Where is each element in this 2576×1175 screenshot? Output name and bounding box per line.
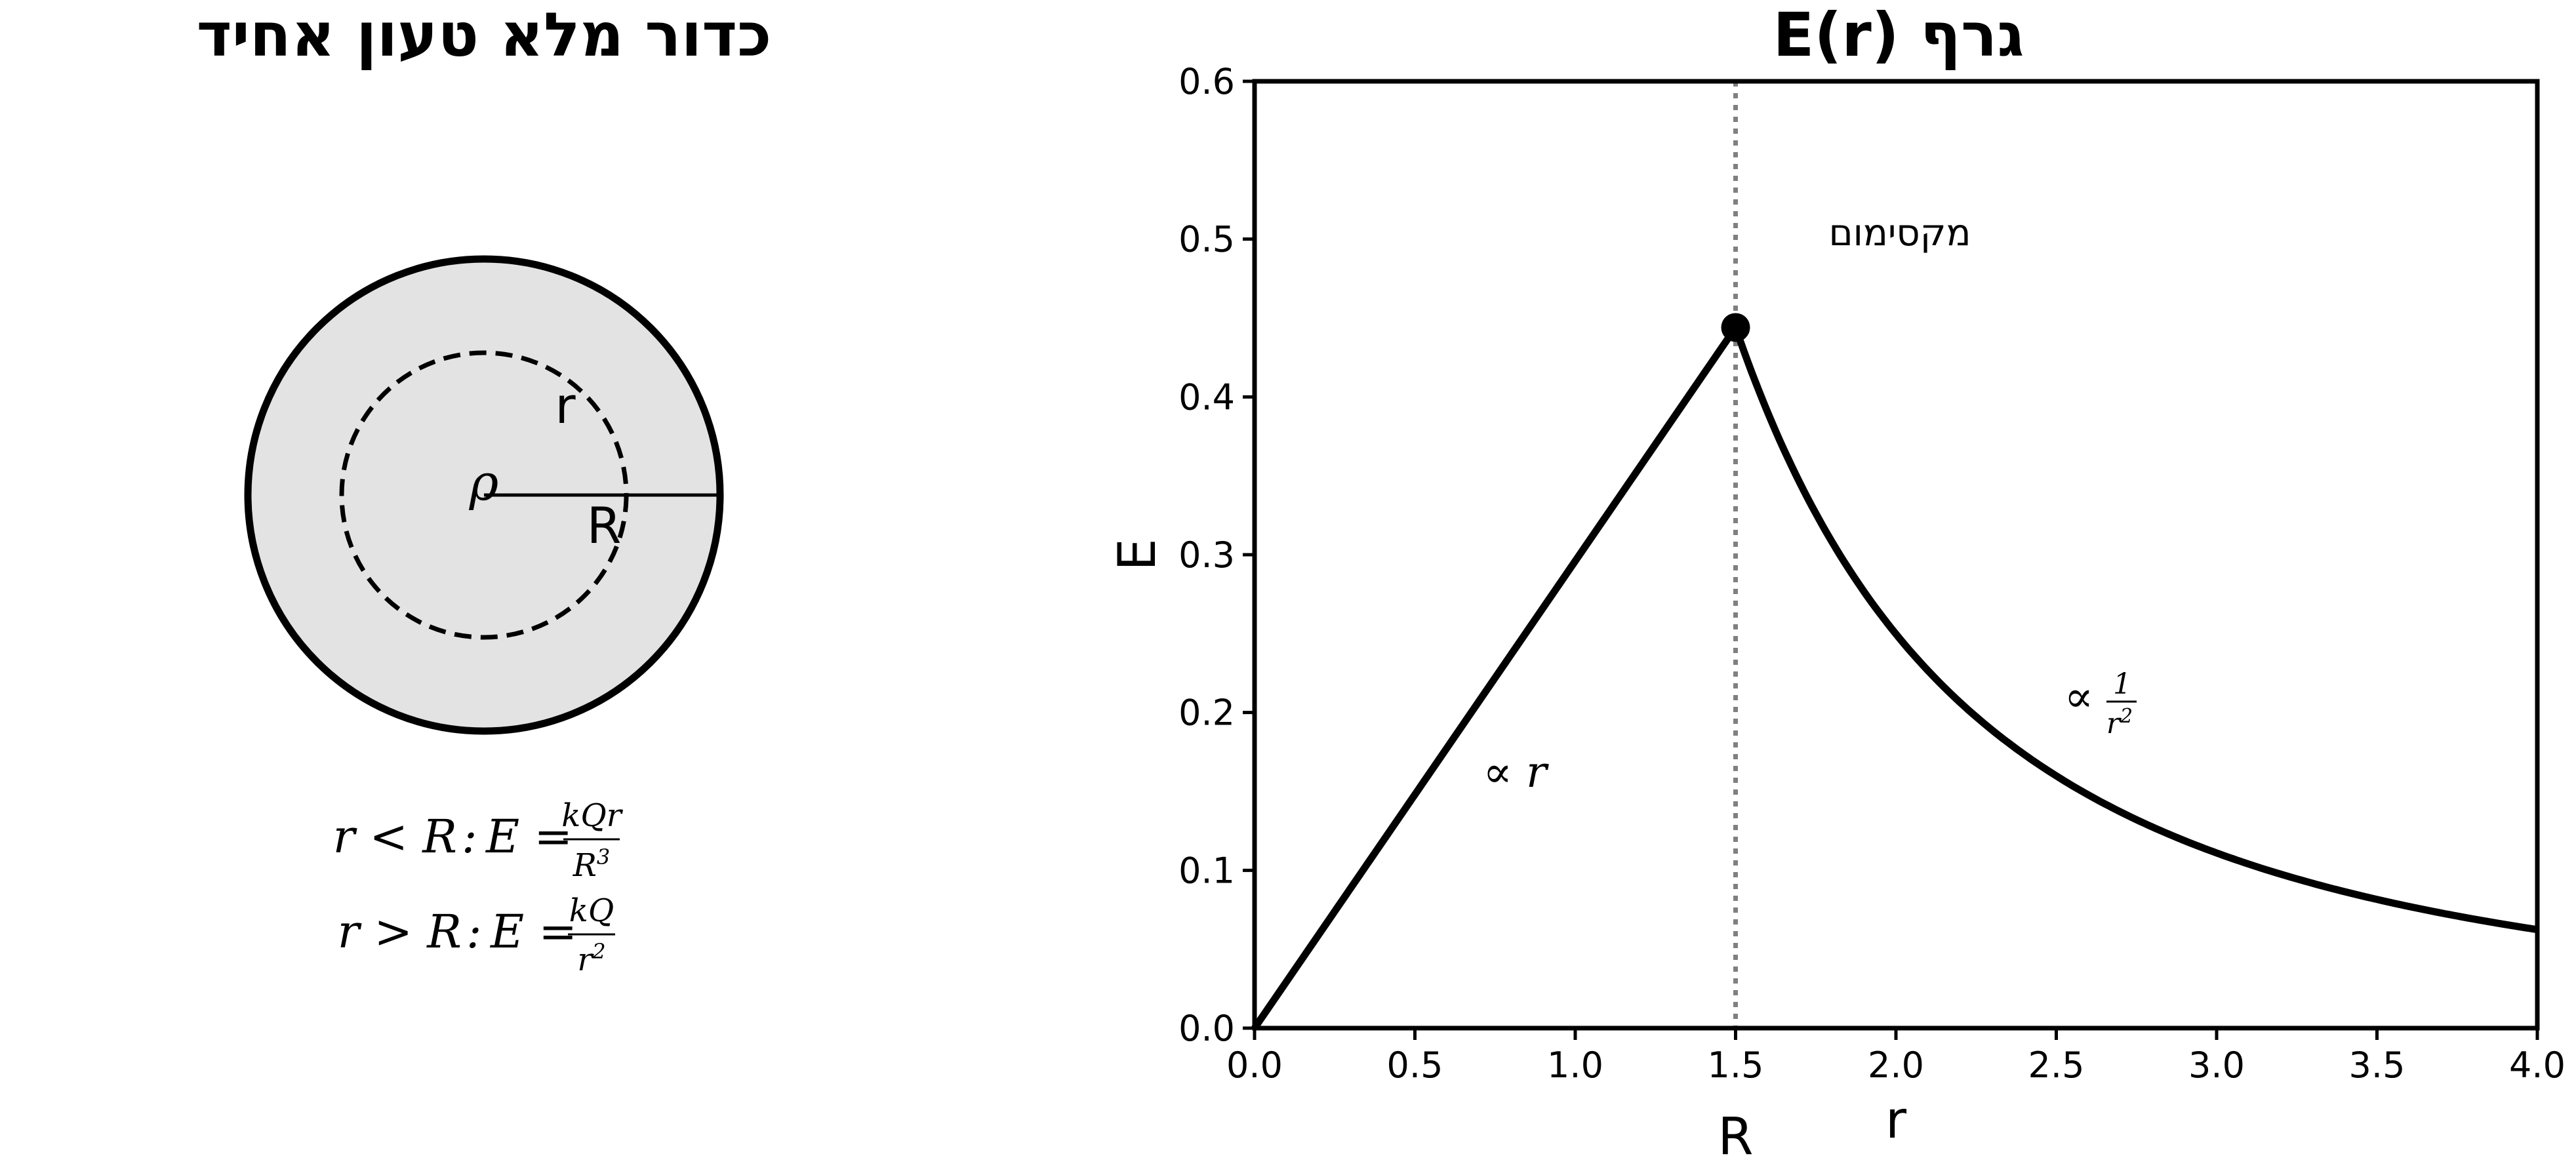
formula-inside-num: kQr <box>561 797 623 834</box>
outside-label-num: 1 <box>2113 667 2131 701</box>
label-R: R <box>587 496 622 555</box>
formula-outside: r > R : E = kQ r2 <box>338 892 615 978</box>
x-tick-label: 0.5 <box>1387 1045 1443 1086</box>
sphere-title: כדור מלא טעון אחיד <box>197 0 772 70</box>
formula-inside: r < R : E = kQr R3 <box>333 797 624 884</box>
outside-proportional-label: ∝ 1 r2 <box>2064 667 2137 740</box>
max-annotation: מקסימום <box>1828 212 1971 254</box>
formula-inside-lhs: E = <box>485 810 573 864</box>
x-tick-label: 0.0 <box>1226 1045 1283 1086</box>
x-tick-label: 2.0 <box>1868 1045 1924 1086</box>
y-tick-label: 0.1 <box>1178 850 1235 891</box>
formula-outside-cond: r > R <box>338 905 462 959</box>
y-tick-label: 0.5 <box>1178 219 1235 260</box>
y-axis-label: E <box>1108 538 1167 570</box>
y-tick-label: 0.4 <box>1178 376 1235 418</box>
formula-outside-lhs: E = <box>489 905 577 959</box>
outside-label-den-exp: 2 <box>2120 705 2133 728</box>
y-tick-label: 0.2 <box>1178 692 1235 734</box>
y-tick-label: 0.6 <box>1178 61 1235 102</box>
x-tick-label: 3.0 <box>2188 1045 2245 1086</box>
R-marker-label: R <box>1718 1107 1753 1166</box>
label-r: r <box>555 376 576 435</box>
formula-inside-den: R3 <box>573 845 611 884</box>
x-tick-label: 1.0 <box>1547 1045 1603 1086</box>
formula-outside-colon: : <box>466 905 482 959</box>
series-outside-line <box>1732 326 2538 934</box>
y-tick-label: 0.3 <box>1178 534 1235 576</box>
x-tick-label: 3.5 <box>2349 1045 2405 1086</box>
formula-inside-colon: : <box>462 810 477 864</box>
formula-outside-den-base: r <box>577 942 594 978</box>
outside-label-den-base: r <box>2106 707 2122 740</box>
outside-label-den: r2 <box>2106 705 2133 740</box>
series-inside-line <box>1251 325 1739 1031</box>
x-tick-label: 1.5 <box>1708 1045 1764 1086</box>
chart: גרף E(r) 0.0 0.5 1.0 1.5 2.0 2.5 3.0 3.5 4.0 0.0… <box>1108 0 2566 1166</box>
formula-inside-den-base: R <box>573 847 597 884</box>
formula-outside-num: kQ <box>569 892 614 929</box>
y-tick-label: 0.0 <box>1178 1008 1235 1049</box>
formula-outside-den: r2 <box>577 939 605 978</box>
inside-proportional-label: ∝ r <box>1483 747 1549 797</box>
label-rho: ρ <box>469 453 499 511</box>
left-panel: כדור מלא טעון אחיד r ρ R r < R : E = kQr… <box>197 0 772 978</box>
x-tick-label: 2.5 <box>2028 1045 2085 1086</box>
formula-inside-den-exp: 3 <box>597 845 610 869</box>
max-point-marker <box>1721 313 1750 342</box>
x-axis-label: r <box>1885 1091 1907 1150</box>
outside-label-prefix: ∝ <box>2064 671 2094 722</box>
x-tick-label: 4.0 <box>2509 1045 2566 1086</box>
formula-outside-den-exp: 2 <box>592 939 605 964</box>
formula-inside-cond: r < R <box>333 810 457 864</box>
chart-title: גרף E(r) <box>1773 0 2024 70</box>
